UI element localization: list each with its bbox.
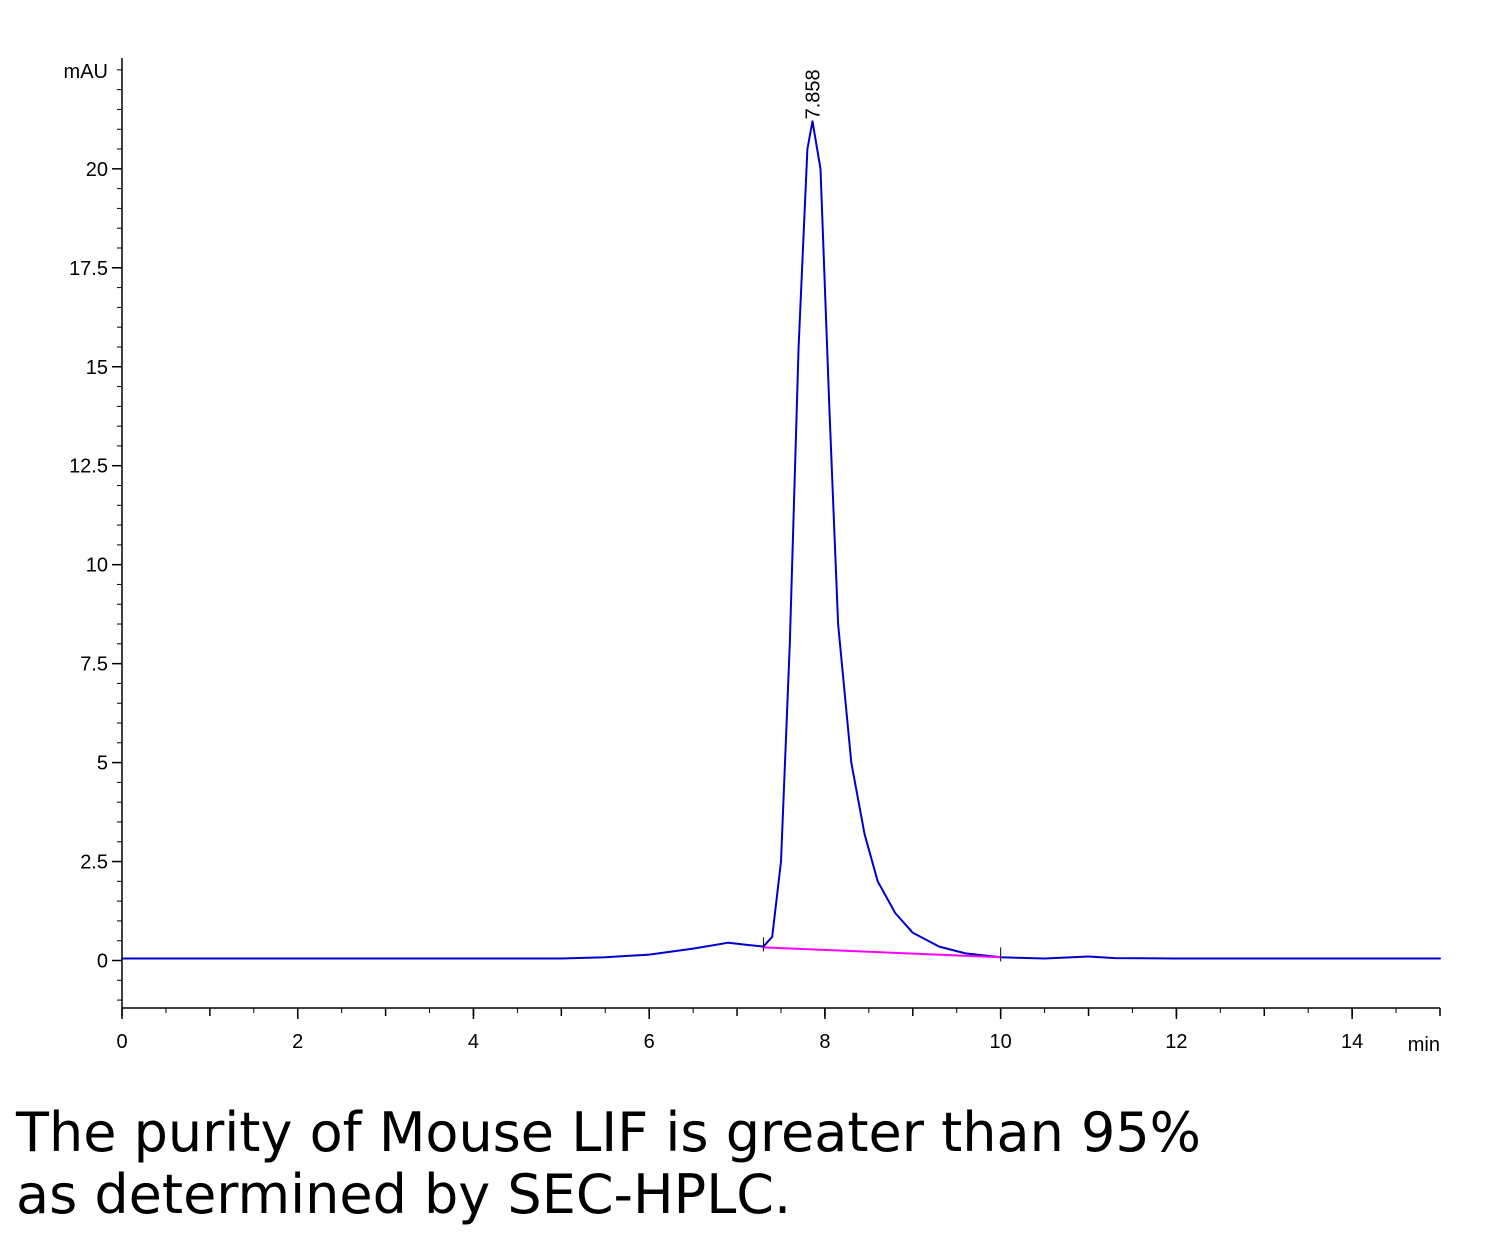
x-tick-label: 8 xyxy=(819,1031,830,1053)
x-tick-label: 6 xyxy=(644,1031,655,1053)
series-group xyxy=(121,120,1441,962)
caption-line-1: The purity of Mouse LIF is greater than … xyxy=(16,1101,1201,1164)
caption-line-2: as determined by SEC-HPLC. xyxy=(16,1163,792,1226)
chromatogram-chart: 0 2.5 5 7.5 10 12.5 15 17.5 20 mAU 0 2 4 6 8 10 12 14 min 7… xyxy=(64,58,1441,1056)
y-tick-label: 20 xyxy=(86,159,108,181)
y-tick-label: 5 xyxy=(97,753,108,775)
series-line-signal xyxy=(121,120,1441,960)
x-tick-label: 14 xyxy=(1341,1031,1363,1053)
x-tick-label: 2 xyxy=(292,1031,303,1053)
y-tick-label: 10 xyxy=(86,555,108,577)
y-tick-label: 2.5 xyxy=(80,852,108,874)
y-tick-label: 12.5 xyxy=(69,456,108,478)
y-tick-label: 17.5 xyxy=(69,258,108,280)
y-tick-label: 0 xyxy=(97,951,108,973)
y-tick-label: 15 xyxy=(86,357,108,379)
x-tick-label: 12 xyxy=(1165,1031,1187,1053)
y-axis-label: mAU xyxy=(64,61,108,83)
x-tick-label: 4 xyxy=(468,1031,479,1053)
labels-group: 0 2.5 5 7.5 10 12.5 15 17.5 20 mAU 0 2 4 6 8 10 12 14 min 7… xyxy=(64,61,1440,1056)
peak-label: 7.858 xyxy=(802,69,824,119)
y-tick-label: 7.5 xyxy=(80,654,108,676)
x-axis-label: min xyxy=(1408,1034,1440,1056)
caption: The purity of Mouse LIF is greater than … xyxy=(16,1102,1476,1226)
series-line-baseline xyxy=(762,946,1002,959)
x-tick-label: 0 xyxy=(116,1031,127,1053)
axes xyxy=(112,58,1441,1019)
x-tick-label: 10 xyxy=(990,1031,1012,1053)
